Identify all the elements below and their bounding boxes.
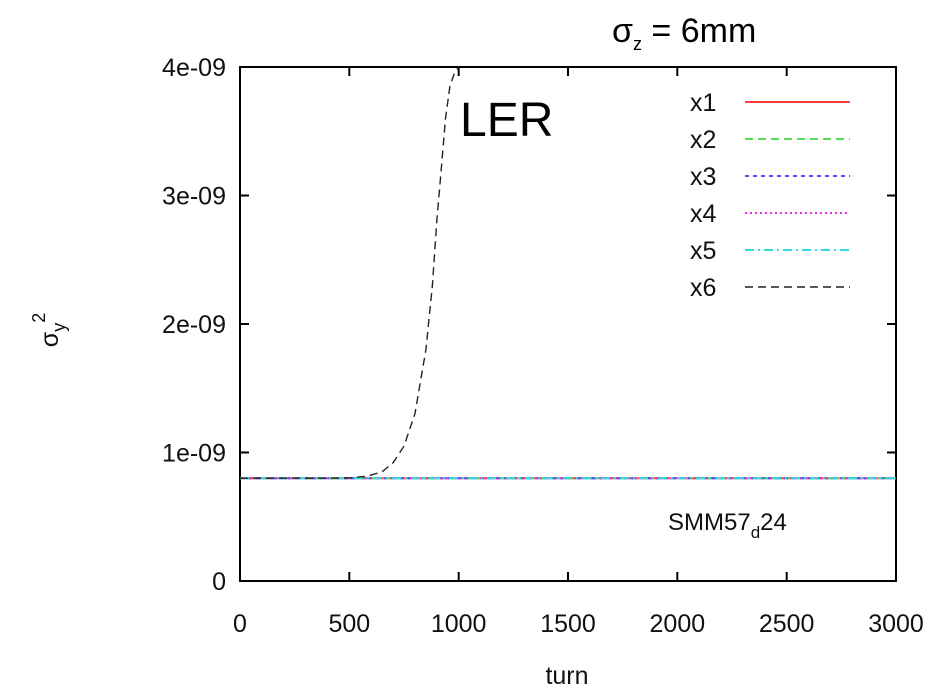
plot-frame	[239, 66, 897, 582]
axis-ticks: 0 500 1000 1500 2000 2500 3000 0 1e-09 2e-09 3e-09…	[162, 54, 924, 638]
y-tick-label: 3e-09	[162, 183, 226, 211]
x-tick-label: 500	[328, 610, 370, 638]
x-tick-label: 0	[233, 610, 247, 638]
legend-label-x2: x2	[690, 126, 716, 154]
series-line-x6	[240, 66, 460, 479]
legend-label-x6: x6	[690, 274, 716, 302]
x-tick-label: 3000	[868, 610, 924, 638]
header-sigma-label: σz = 6mm	[612, 12, 756, 54]
plot-area	[239, 66, 897, 582]
legend-label-x4: x4	[690, 200, 717, 228]
legend-label-x5: x5	[690, 237, 716, 265]
legend-label-x1: x1	[690, 89, 716, 117]
x-tick-label: 2000	[650, 610, 706, 638]
ring-annotation: LER	[460, 94, 553, 147]
y-axis-title: σy2	[29, 313, 69, 347]
y-tick-label: 1e-09	[162, 440, 226, 468]
x-axis-title: turn	[545, 662, 588, 690]
y-tick-label: 0	[212, 568, 226, 596]
legend-label-x3: x3	[690, 163, 716, 191]
x-tick-label: 1500	[540, 610, 596, 638]
series-lines	[240, 66, 896, 480]
y-tick-label: 2e-09	[162, 311, 226, 339]
x-tick-label: 2500	[759, 610, 815, 638]
legend: x1 x2 x3 x4 x5 x6	[690, 89, 850, 302]
y-tick-label: 4e-09	[162, 54, 226, 82]
run-annotation: SMM57d24	[668, 509, 787, 542]
x-tick-label: 1000	[431, 610, 487, 638]
